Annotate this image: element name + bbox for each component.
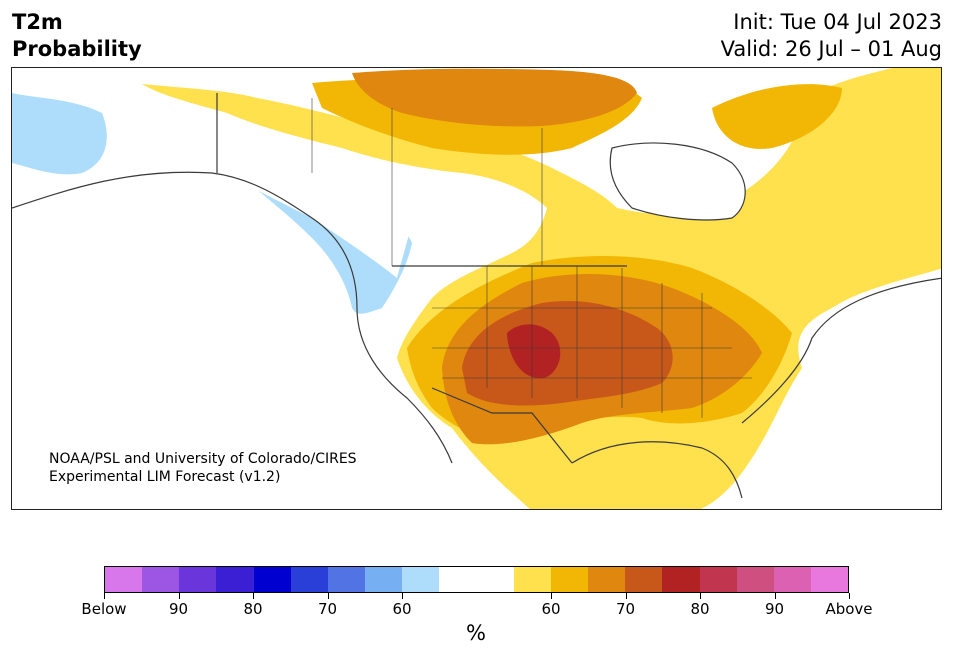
above-normal-region-80 [507,324,561,379]
title-block: T2m Probability [12,9,142,63]
colorbar-segment [773,567,811,592]
border-us-mexico [431,387,573,464]
colorbar-tick [327,593,329,599]
colorbar-segment [439,567,477,592]
boundary-lines [12,93,941,499]
date-block: Init: Tue 04 Jul 2023 Valid: 26 Jul – 01… [721,9,942,63]
colorbar-segment [625,567,663,592]
colorbar-segment [402,567,440,592]
valid-date: Valid: 26 Jul – 01 Aug [720,37,942,61]
colorbar-segment [588,567,626,592]
colorbar-tick [104,593,105,599]
coastline-west [12,171,453,464]
colorbar-tick [253,593,254,599]
colorbar-segment [105,567,143,592]
credit-text: NOAA/PSL and University of Colorado/CIRE… [49,450,357,486]
colorbar-tick [402,593,403,599]
title-quantity: Probability [12,37,142,61]
colorbar-segment [513,567,551,592]
colorbar-segment [327,567,366,592]
colorbar-tick-label: 90 [764,600,785,618]
colorbar [104,566,849,593]
hudson-bay-coast [609,142,746,221]
neutral-region-canada [217,128,417,278]
colorbar-tick-label: Below [81,600,127,618]
colorbar-segment [736,567,774,592]
colorbar-segment [216,567,254,592]
colorbar-tick [849,593,850,599]
colorbar-segment [662,567,700,592]
probability-map [11,67,942,510]
colorbar-tick-label: 60 [392,600,412,618]
colorbar-tick-label: 80 [243,600,263,618]
colorbar-tick-label: 60 [541,600,561,618]
colorbar-tick [774,593,776,599]
colorbar-units: % [466,621,486,645]
colorbar-segment [179,567,217,592]
colorbar-tick-label: 90 [168,600,189,618]
below-normal-region-alaska [12,93,107,175]
colorbar-segment [550,567,589,592]
above-normal-region-65-northeast [712,84,842,149]
coastline-gulf [571,441,743,499]
colorbar-tick [178,593,180,599]
init-date: Init: Tue 04 Jul 2023 [733,10,942,34]
below-normal-region-pacific-nw [237,173,412,314]
colorbar-tick-label: 80 [690,600,710,618]
credit-line-1: NOAA/PSL and University of Colorado/CIRE… [49,451,357,467]
colorbar-segment [476,567,514,592]
colorbar-tick [700,593,701,599]
map-canvas [12,68,941,509]
credit-line-2: Experimental LIM Forecast (v1.2) [49,469,281,485]
coastline-east [741,277,941,424]
colorbar-tick-label: Above [825,600,873,618]
colorbar-segment [365,567,403,592]
colorbar-tick [551,593,552,599]
colorbar-segment [142,567,180,592]
state-province-lines [311,98,752,418]
colorbar-segment [253,567,291,592]
above-normal-region-70 [352,68,637,127]
above-normal-region-75 [462,300,673,406]
title-variable: T2m [12,10,63,34]
colorbar-tick-label: 70 [317,600,338,618]
colorbar-segment [290,567,328,592]
neutral-region-east-canada [610,143,746,220]
colorbar-tick [625,593,627,599]
colorbar-segment [699,567,737,592]
colorbar-segment [810,567,849,592]
colorbar-tick-label: 70 [615,600,636,618]
